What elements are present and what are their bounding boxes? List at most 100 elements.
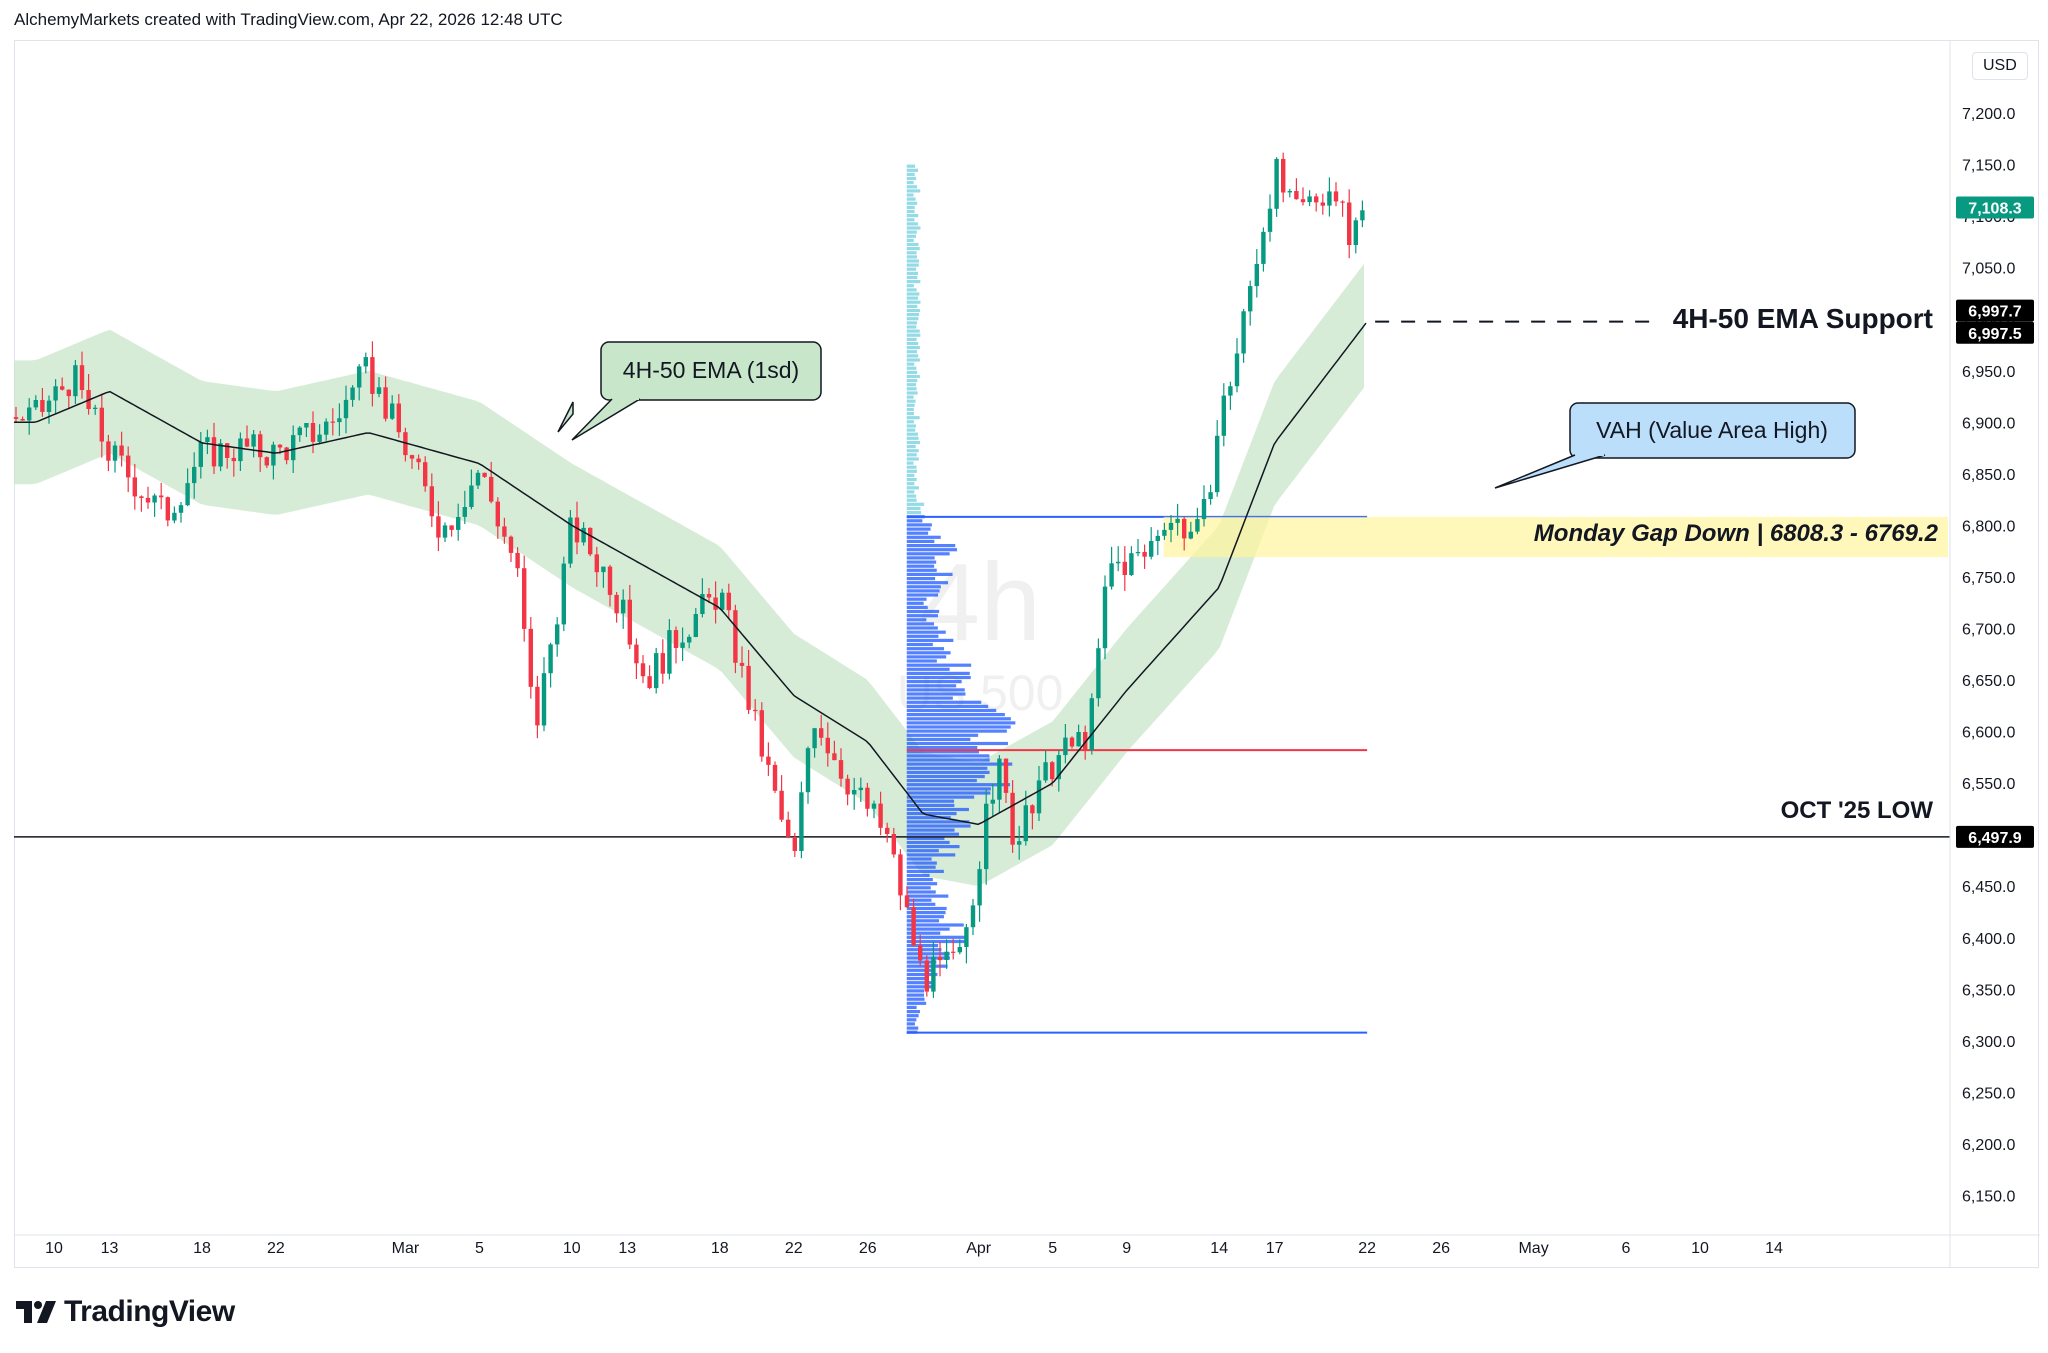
volume-profile-row — [906, 663, 972, 667]
candle-body — [1076, 732, 1081, 747]
volume-profile-row — [906, 787, 991, 791]
candle-body — [812, 728, 817, 749]
volume-profile-row — [906, 840, 950, 845]
candle-body — [541, 673, 547, 726]
candle-body — [436, 516, 441, 538]
candle-body — [871, 803, 877, 809]
candle-body — [1274, 158, 1279, 209]
volume-profile-row — [906, 820, 970, 824]
vah-callout-label: VAH (Value Area High) — [1596, 417, 1828, 443]
volume-profile-row — [906, 997, 925, 1001]
volume-profile — [906, 164, 1368, 1034]
candle-body — [416, 458, 421, 463]
volume-profile-row — [906, 845, 960, 849]
candle-body — [152, 495, 157, 503]
candle-body — [852, 790, 857, 795]
candle-body — [535, 686, 540, 726]
volume-profile-row — [906, 1005, 917, 1009]
candle-body — [251, 434, 256, 447]
candle-body — [1208, 492, 1213, 499]
candle-body — [733, 610, 738, 663]
candle-body — [1056, 755, 1061, 780]
tradingview-logo[interactable]: TradingView — [16, 1295, 235, 1329]
volume-profile-row — [906, 766, 988, 770]
brand-name: TradingView — [64, 1295, 235, 1328]
volume-profile-row — [906, 597, 927, 601]
candle-body — [1234, 353, 1240, 387]
candle-body — [673, 630, 679, 648]
candle-body — [198, 442, 203, 467]
candle-body — [27, 407, 32, 421]
volume-profile-row — [906, 725, 1011, 729]
candle-body — [1201, 499, 1207, 520]
candle-body — [1314, 196, 1319, 203]
candle-body — [832, 753, 837, 761]
candle-body — [423, 462, 428, 487]
candle-body — [1109, 563, 1114, 587]
candle-body — [1023, 805, 1028, 842]
volume-profile-row — [906, 391, 918, 395]
volume-profile-row — [906, 280, 921, 284]
candle-body — [489, 476, 494, 502]
volume-profile-row — [906, 968, 935, 972]
time-tick-label: 10 — [1691, 1240, 1709, 1257]
price-tick-label: 6,850.0 — [1962, 467, 2015, 484]
candle-body — [192, 466, 197, 484]
time-tick-label: 18 — [711, 1240, 729, 1257]
volume-profile-row — [906, 948, 942, 952]
volume-profile-row — [906, 1018, 917, 1022]
candle-body — [746, 665, 751, 710]
candle-body — [350, 387, 355, 400]
candle-body — [1063, 737, 1068, 756]
candle-body — [370, 357, 375, 394]
price-tick-label: 6,550.0 — [1962, 776, 2015, 793]
currency-label[interactable]: USD — [1972, 52, 2028, 80]
volume-profile-row — [906, 288, 917, 292]
tradingview-logo-icon — [16, 1301, 56, 1323]
candle-body — [1254, 264, 1259, 287]
time-tick-label: 22 — [1358, 1240, 1376, 1257]
gap-label: Monday Gap Down | 6808.3 - 6769.2 — [1534, 520, 1939, 547]
candle-body — [1248, 286, 1253, 312]
time-tick-label: 14 — [1765, 1240, 1783, 1257]
candle-body — [264, 457, 269, 466]
volume-profile-row — [906, 824, 971, 828]
candle-body — [1221, 395, 1226, 436]
volume-profile-row — [906, 758, 990, 762]
volume-profile-row — [906, 416, 920, 420]
volume-profile-row — [906, 300, 921, 304]
candle-body — [687, 636, 692, 643]
time-tick-label: 13 — [101, 1240, 119, 1257]
candle-body — [792, 837, 797, 851]
volume-profile-row — [906, 939, 968, 944]
candle-body — [654, 653, 659, 689]
time-tick-label: 14 — [1210, 1240, 1228, 1257]
chart-frame[interactable] — [14, 40, 2039, 1268]
volume-profile-row — [906, 403, 915, 407]
candle-body — [924, 960, 929, 992]
volume-profile-row — [906, 242, 919, 247]
candle-body — [1281, 158, 1286, 193]
time-tick-label: Apr — [966, 1240, 992, 1257]
candle-body — [66, 389, 71, 397]
volume-profile-row — [906, 989, 925, 993]
volume-profile-row — [906, 729, 1007, 733]
candle-body — [825, 737, 830, 754]
volume-profile-row — [906, 902, 936, 906]
candle-body — [390, 403, 395, 419]
volume-profile-row — [906, 247, 920, 251]
candle-body — [1182, 518, 1187, 539]
price-badge — [1956, 825, 2034, 848]
candle-body — [898, 854, 903, 896]
ema-callout-pointer — [557, 401, 574, 433]
price-badge-label: 6,497.9 — [1968, 830, 2021, 847]
volume-profile-row — [906, 762, 1013, 766]
candle-body — [1036, 780, 1042, 814]
volume-profile-row — [906, 366, 917, 370]
volume-profile-row — [906, 552, 950, 556]
candle-body — [304, 423, 309, 428]
volume-profile-row — [906, 449, 919, 453]
candle-body — [951, 951, 956, 953]
candle-body — [1327, 191, 1332, 206]
